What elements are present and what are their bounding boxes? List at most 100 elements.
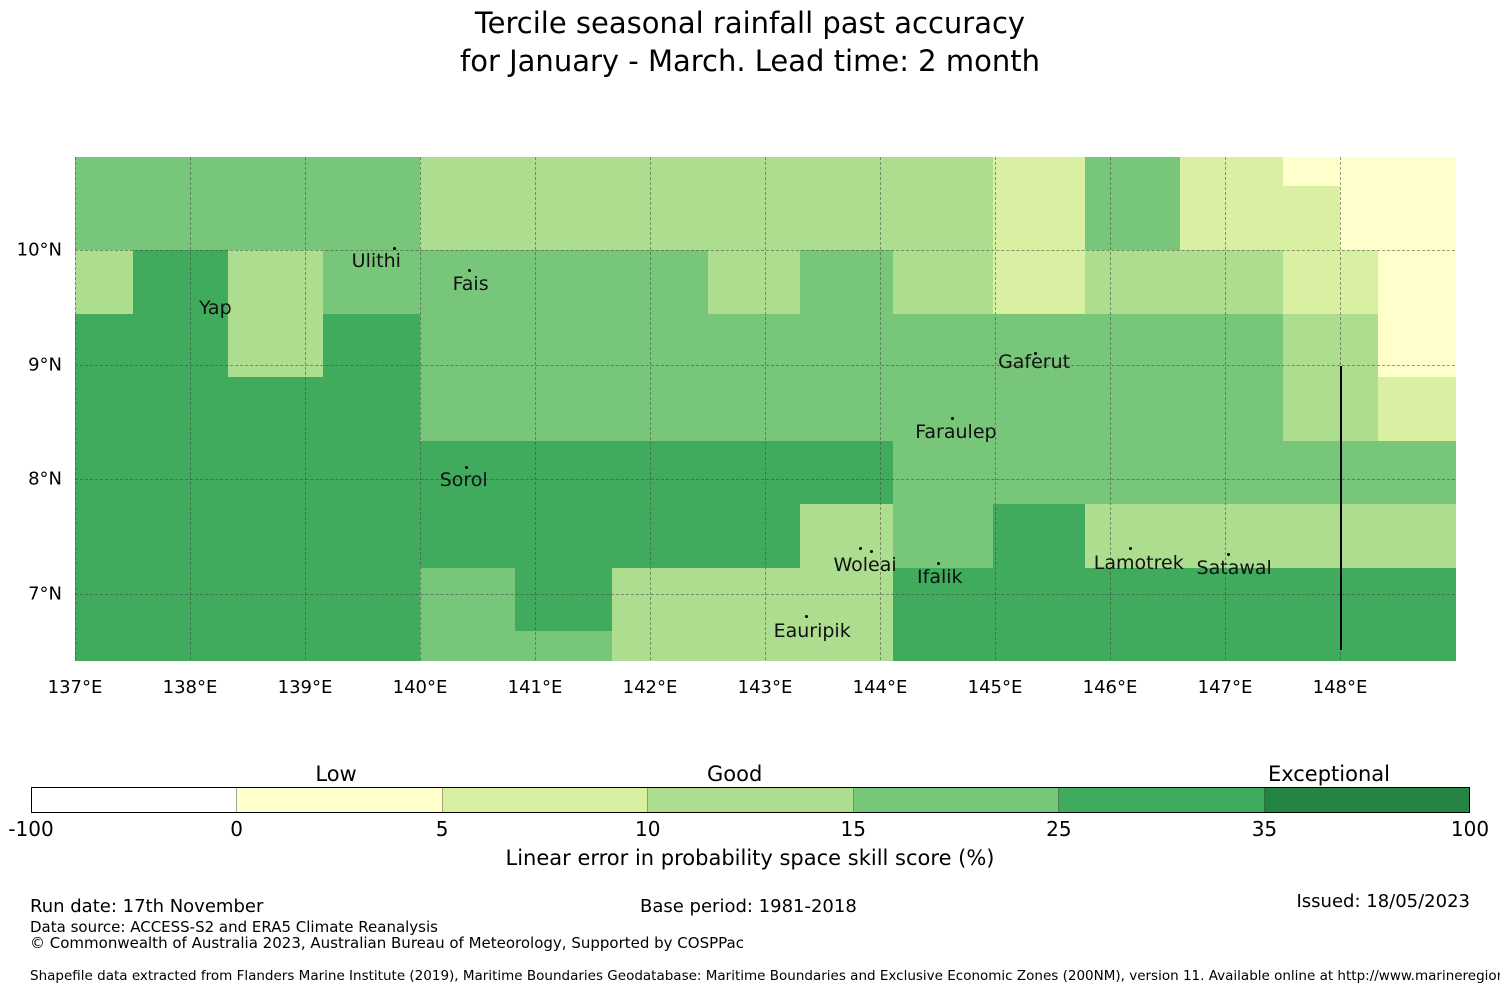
- copyright-text: © Commonwealth of Australia 2023, Austra…: [30, 934, 744, 952]
- heatmap-cell: [707, 631, 801, 661]
- heatmap-cell: [1084, 185, 1181, 251]
- heatmap-cell: [799, 377, 894, 442]
- heatmap-cell: [1180, 441, 1284, 505]
- heatmap-cell: [612, 441, 709, 505]
- heatmap-cell: [1180, 568, 1284, 632]
- colorbar-segment: [1264, 788, 1469, 812]
- heatmap-cell: [707, 504, 801, 569]
- heatmap-cell: [992, 377, 1086, 442]
- heatmap-cell: [799, 631, 894, 661]
- colorbar-segment: [1059, 788, 1265, 812]
- heatmap-cell: [707, 568, 801, 632]
- colorbar-tick-label: 5: [435, 817, 449, 841]
- heatmap-cell: [1282, 250, 1341, 315]
- heatmap-cell: [515, 250, 613, 315]
- ulithi-island-marker: [393, 247, 397, 251]
- heatmap-cell: [1377, 631, 1456, 661]
- x-axis-tick-label: 146°E: [1082, 677, 1138, 698]
- colorbar-axis-title: Linear error in probability space skill …: [505, 846, 995, 870]
- heatmap-cell: [75, 250, 134, 315]
- heatmap-cell: [612, 377, 709, 442]
- heatmap-cell: [1180, 377, 1284, 442]
- heatmap-cell: [1180, 631, 1284, 661]
- heatmap-cell: [227, 504, 324, 569]
- fais-island-marker: [467, 269, 471, 273]
- heatmap-cell: [992, 314, 1086, 378]
- ifalik-island-label: Ifalik: [917, 566, 963, 589]
- x-axis-tick-label: 143°E: [737, 677, 793, 698]
- heatmap-cell: [992, 568, 1086, 632]
- ulithi-island-label: Ulithi: [351, 250, 401, 273]
- heatmap-cell: [515, 377, 613, 442]
- heatmap-cell: [1084, 441, 1181, 505]
- heatmap-cell: [227, 157, 324, 187]
- heatmap-cell: [75, 157, 134, 187]
- heatmap-cell: [420, 157, 517, 187]
- heatmap-cell: [323, 441, 421, 505]
- heatmap-cell: [1377, 504, 1456, 569]
- heatmap-cell: [612, 631, 709, 661]
- heatmap-cell: [1340, 568, 1379, 632]
- y-axis-tick-label: 10°N: [16, 239, 62, 261]
- heatmap-cell: [892, 504, 994, 569]
- colorbar-tick-label: 0: [230, 817, 243, 841]
- heatmap-cell: [227, 568, 324, 632]
- meridian-gridline: [1110, 157, 1111, 660]
- base-period-text: Base period: 1981-2018: [640, 896, 857, 917]
- map-plot-area: Ulithi Fais Yap Gaferut Faraulep Sorol Woleai I…: [75, 157, 1456, 661]
- parallel-gridline: [75, 479, 1455, 480]
- fais-island-label: Fais: [452, 273, 489, 296]
- heatmap-cell: [323, 568, 421, 632]
- heatmap-cell: [420, 504, 517, 569]
- heatmap-cell: [707, 377, 801, 442]
- heatmap-cell: [1282, 631, 1341, 661]
- heatmap-cell: [227, 250, 324, 315]
- heatmap-cell: [227, 185, 324, 251]
- heatmap-cell: [323, 631, 421, 661]
- heatmap-cell: [992, 250, 1086, 315]
- heatmap-cell: [132, 504, 229, 569]
- heatmap-cell: [992, 441, 1086, 505]
- faraulep-island-marker: [950, 416, 954, 420]
- heatmap-cell: [1084, 250, 1181, 315]
- x-axis-tick-label: 145°E: [967, 677, 1023, 698]
- heatmap-cell: [612, 504, 709, 569]
- x-axis-tick-label: 140°E: [392, 677, 448, 698]
- eez-boundary-line: [1340, 365, 1342, 650]
- eauripik-island-marker: [804, 614, 808, 618]
- heatmap-cell: [323, 377, 421, 442]
- heatmap-cell: [892, 157, 994, 187]
- colorbar: [31, 787, 1470, 813]
- colorbar-tick-label: -100: [8, 817, 54, 841]
- parallel-gridline: [75, 593, 1455, 595]
- heatmap-cell: [799, 185, 894, 251]
- heatmap-cell: [323, 250, 421, 315]
- heatmap-cell: [1377, 441, 1456, 505]
- x-axis-tick-label: 139°E: [277, 677, 333, 698]
- heatmap-cell: [515, 568, 613, 632]
- y-axis-tick-label: 7°N: [28, 583, 62, 604]
- heatmap-cell: [707, 314, 801, 378]
- data-source-text: Data source: ACCESS-S2 and ERA5 Climate …: [30, 918, 438, 936]
- colorbar-segment: [237, 788, 443, 812]
- heatmap-cell: [227, 631, 324, 661]
- heatmap-cell: [1340, 631, 1379, 661]
- colorbar-segment: [442, 788, 649, 812]
- ifalik-island-marker: [937, 562, 941, 566]
- woleai-island-label: Woleai: [833, 553, 897, 576]
- heatmap-cell: [892, 250, 994, 315]
- heatmap-cell: [612, 185, 709, 251]
- colorbar-segment: [853, 788, 1060, 812]
- heatmap-cell: [892, 314, 994, 378]
- colorbar-tick-label: 15: [840, 817, 867, 841]
- heatmap-cell: [1084, 631, 1181, 661]
- heatmap-cell: [707, 250, 801, 315]
- heatmap-cell: [1180, 185, 1284, 251]
- heatmap-cell: [1282, 441, 1341, 505]
- heatmap-cell: [1377, 185, 1456, 251]
- heatmap-cell: [992, 185, 1086, 251]
- heatmap-cell: [1084, 504, 1181, 569]
- heatmap-cell: [1084, 377, 1181, 442]
- x-axis-tick-label: 138°E: [162, 677, 218, 698]
